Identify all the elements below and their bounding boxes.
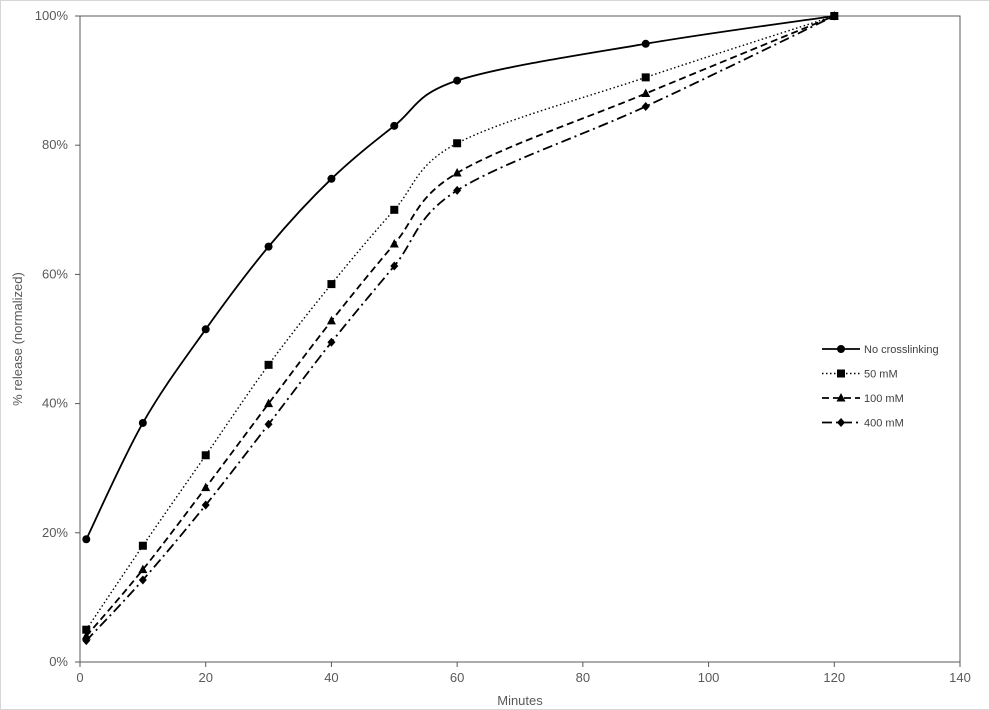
data-point xyxy=(453,139,462,148)
data-point xyxy=(327,280,336,289)
data-point xyxy=(138,541,147,550)
data-point xyxy=(641,101,650,111)
y-axis-title: % release (normalized) xyxy=(10,272,25,406)
data-point xyxy=(82,535,91,544)
data-point xyxy=(201,325,210,334)
legend-item: No crosslinking xyxy=(822,344,939,356)
legend-item: 100 mM xyxy=(822,393,904,405)
data-point xyxy=(201,500,210,510)
y-tick-label: 20% xyxy=(42,525,68,540)
data-point xyxy=(389,239,399,248)
series-line xyxy=(85,15,835,540)
legend-item: 400 mM xyxy=(822,418,904,430)
data-point xyxy=(327,174,336,183)
series-line xyxy=(85,15,835,637)
x-tick-label: 20 xyxy=(198,670,212,685)
legend-marker xyxy=(836,393,846,402)
series-line xyxy=(85,15,835,631)
x-axis-title: Minutes xyxy=(497,693,543,708)
data-point xyxy=(201,451,210,460)
x-tick-label: 40 xyxy=(324,670,338,685)
x-tick-label: 100 xyxy=(698,670,720,685)
data-point xyxy=(138,575,147,585)
data-point xyxy=(326,315,336,325)
data-point xyxy=(327,337,336,347)
x-tick-label: 60 xyxy=(450,670,464,685)
x-tick-label: 80 xyxy=(576,670,590,685)
data-point xyxy=(138,564,148,574)
data-point xyxy=(452,167,462,177)
legend-label: 100 mM xyxy=(864,393,904,405)
data-point xyxy=(138,418,147,427)
data-point xyxy=(390,121,399,130)
y-tick-label: 40% xyxy=(42,396,68,411)
data-point xyxy=(390,205,399,214)
series-layer xyxy=(81,11,839,646)
legend: No crosslinking 50 mM 100 mM 400 mM xyxy=(822,344,939,430)
data-point xyxy=(641,73,650,82)
data-point xyxy=(453,76,462,85)
legend-marker xyxy=(837,369,845,378)
data-point xyxy=(82,636,91,646)
data-point xyxy=(453,185,462,195)
series-3 xyxy=(82,11,839,646)
data-point xyxy=(201,482,211,492)
x-tick-label: 0 xyxy=(76,670,83,685)
y-tick-label: 80% xyxy=(42,137,68,152)
data-point xyxy=(264,398,274,408)
plot-area-border xyxy=(79,15,961,663)
y-tick-label: 0% xyxy=(49,654,68,669)
data-point xyxy=(82,625,91,634)
data-point xyxy=(830,11,839,21)
series-1 xyxy=(82,12,839,634)
x-tick-label: 120 xyxy=(823,670,845,685)
legend-label: No crosslinking xyxy=(864,344,939,356)
y-tick-label: 60% xyxy=(42,266,68,281)
data-point xyxy=(390,261,399,271)
legend-label: 50 mM xyxy=(864,369,898,381)
x-tick-label: 140 xyxy=(949,670,971,685)
data-point xyxy=(264,242,273,251)
axes: 0 20 40 60 80 100 120 140 0% 20% 40% 60% 80% 100% xyxy=(35,8,971,685)
data-point xyxy=(641,88,651,98)
data-point xyxy=(264,419,273,429)
legend-label: 400 mM xyxy=(864,418,904,430)
legend-item: 50 mM xyxy=(822,369,898,381)
data-point xyxy=(641,39,650,48)
y-tick-label: 100% xyxy=(35,8,69,23)
series-line xyxy=(85,15,835,642)
legend-marker xyxy=(837,345,845,353)
legend-marker xyxy=(837,418,845,427)
series-0 xyxy=(82,12,839,544)
data-point xyxy=(264,360,273,369)
series-2 xyxy=(81,11,839,640)
